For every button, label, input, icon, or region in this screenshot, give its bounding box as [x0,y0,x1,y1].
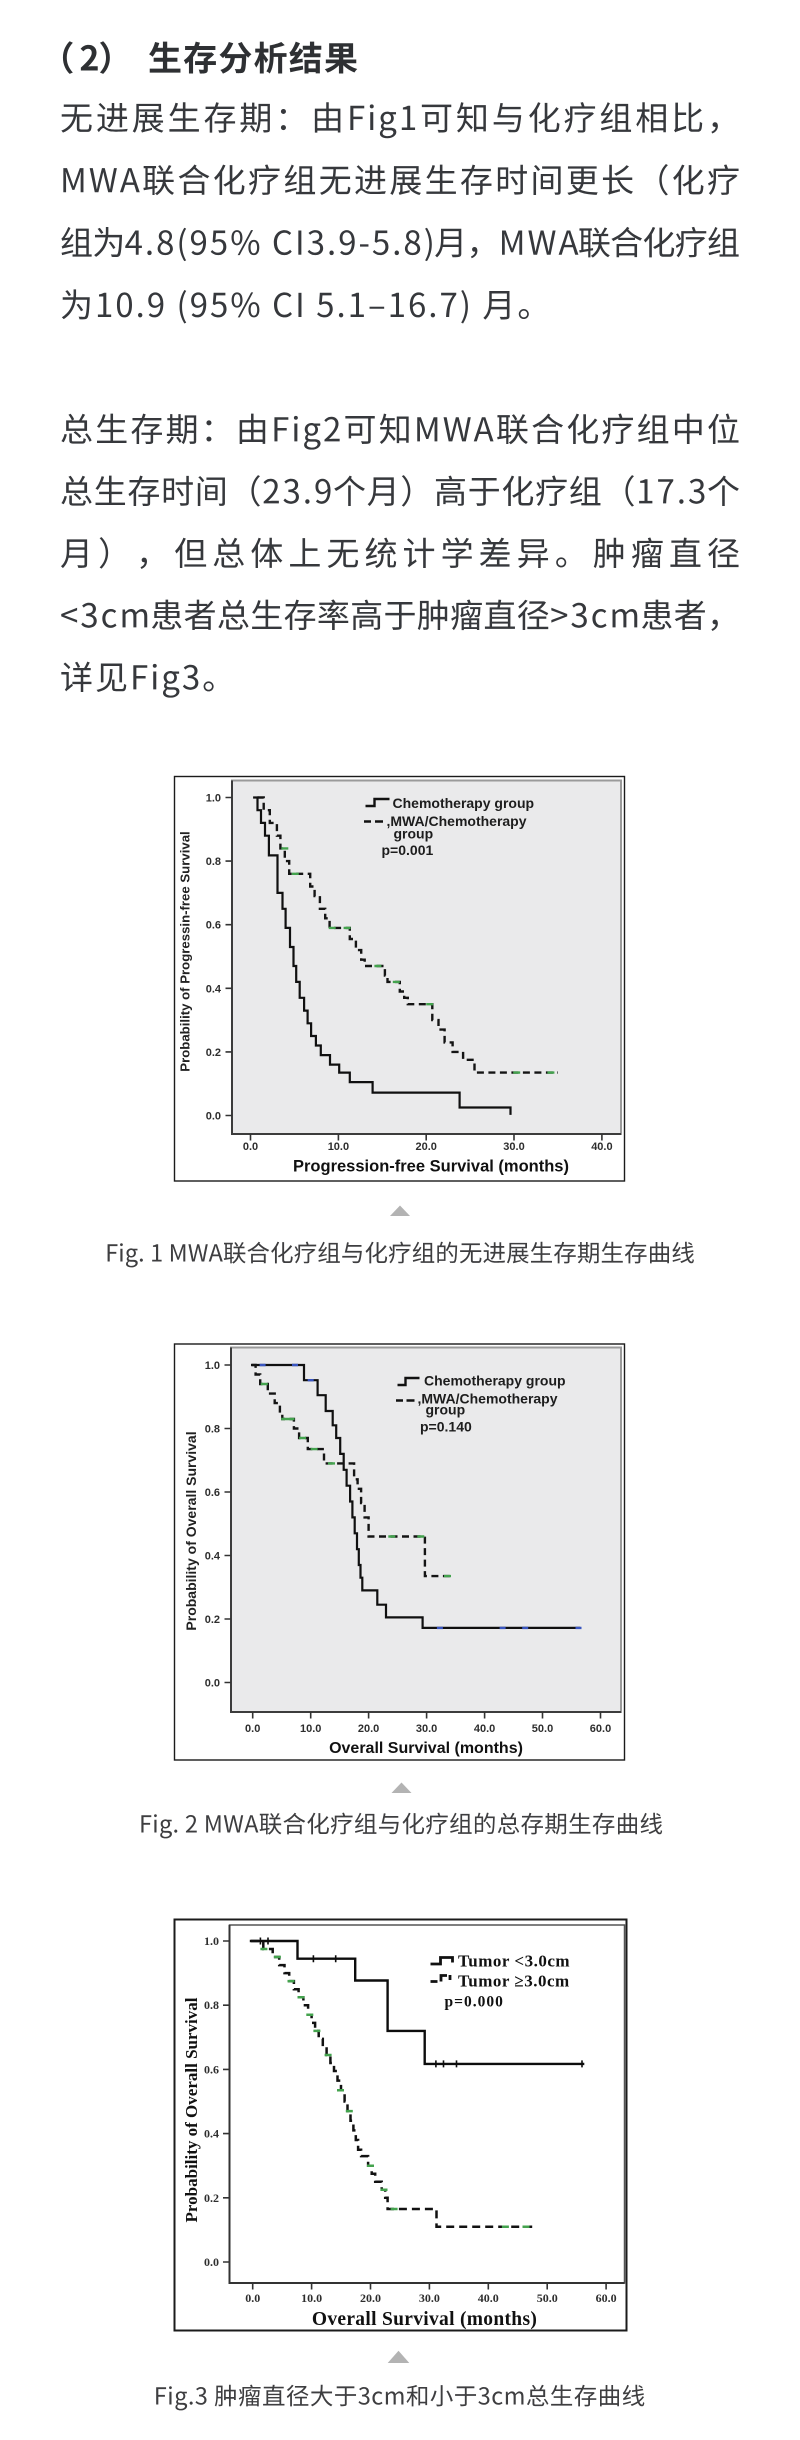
svg-text:Probability of Overall Surviva: Probability of Overall Survival [183,1431,199,1630]
svg-text:Progression-free Survival (mon: Progression-free Survival (months) [293,1158,569,1176]
svg-text:20.0: 20.0 [415,1141,436,1153]
svg-text:group: group [394,826,434,842]
svg-text:0.4: 0.4 [206,983,222,995]
svg-text:p=0.140: p=0.140 [420,1419,472,1435]
svg-text:1.0: 1.0 [206,793,221,805]
svg-text:50.0: 50.0 [532,1723,553,1735]
svg-text:60.0: 60.0 [596,2291,617,2305]
svg-text:10.0: 10.0 [300,1723,321,1735]
svg-text:0.2: 0.2 [205,1614,220,1626]
svg-text:0.0: 0.0 [204,2255,219,2269]
svg-text:0.2: 0.2 [204,2191,219,2205]
svg-text:Overall Survival (months): Overall Survival (months) [329,1740,523,1757]
svg-text:0.8: 0.8 [206,856,221,868]
svg-text:,MWA/Chemotherapy: ,MWA/Chemotherapy [418,1391,558,1407]
svg-text:0.0: 0.0 [245,1723,260,1735]
svg-text:20.0: 20.0 [360,2291,381,2305]
svg-text:p=0.000: p=0.000 [445,1994,504,2011]
svg-text:Tumor <3.0cm: Tumor <3.0cm [458,1951,570,1970]
svg-text:10.0: 10.0 [328,1141,349,1153]
svg-text:10.0: 10.0 [301,2291,322,2305]
svg-text:0.6: 0.6 [204,2062,219,2076]
svg-text:30.0: 30.0 [419,2291,440,2305]
svg-text:50.0: 50.0 [537,2291,558,2305]
svg-text:30.0: 30.0 [503,1141,524,1153]
svg-text:0.2: 0.2 [206,1047,221,1059]
svg-text:30.0: 30.0 [416,1723,437,1735]
svg-text:0.0: 0.0 [245,2291,260,2305]
svg-text:Overall Survival (months): Overall Survival (months) [312,2309,537,2330]
svg-text:0.6: 0.6 [206,920,221,932]
svg-text:20.0: 20.0 [358,1723,379,1735]
svg-text:p=0.001: p=0.001 [382,842,434,858]
svg-text:40.0: 40.0 [478,2291,499,2305]
svg-text:0.4: 0.4 [204,2127,219,2141]
svg-text:Probability of Overall Surviva: Probability of Overall Survival [182,1997,201,2222]
svg-text:40.0: 40.0 [591,1141,612,1153]
svg-text:1.0: 1.0 [205,1360,220,1372]
svg-text:0.4: 0.4 [205,1551,221,1563]
svg-text:Tumor ≥3.0cm: Tumor ≥3.0cm [458,1971,570,1990]
svg-text:0.6: 0.6 [205,1487,220,1499]
svg-text:40.0: 40.0 [474,1723,495,1735]
svg-text:0.8: 0.8 [205,1424,220,1436]
svg-text:Probability of Progressin-free: Probability of Progressin-free Survival [177,831,192,1071]
svg-text:Chemotherapy group: Chemotherapy group [393,795,535,811]
svg-text:Chemotherapy group: Chemotherapy group [424,1373,566,1389]
svg-text:0.8: 0.8 [204,1998,219,2012]
svg-text:1.0: 1.0 [204,1934,219,1948]
svg-text:,MWA/Chemotherapy: ,MWA/Chemotherapy [387,813,527,829]
svg-text:0.0: 0.0 [243,1141,258,1153]
svg-text:group: group [426,1402,466,1418]
svg-text:60.0: 60.0 [590,1723,611,1735]
svg-text:0.0: 0.0 [206,1111,221,1123]
svg-text:0.0: 0.0 [205,1678,220,1690]
